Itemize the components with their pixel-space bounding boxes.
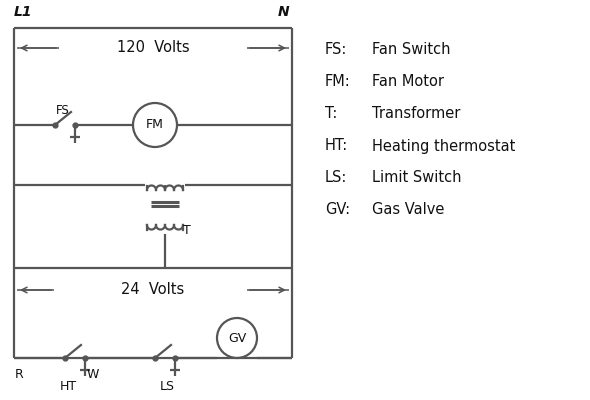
Text: N: N bbox=[277, 5, 289, 19]
Text: Limit Switch: Limit Switch bbox=[372, 170, 461, 186]
Text: Heating thermostat: Heating thermostat bbox=[372, 138, 516, 154]
Text: LS:: LS: bbox=[325, 170, 348, 186]
Text: HT:: HT: bbox=[325, 138, 348, 154]
Text: W: W bbox=[87, 368, 99, 380]
Text: LS: LS bbox=[159, 380, 175, 392]
Text: FS:: FS: bbox=[325, 42, 348, 58]
Text: FM:: FM: bbox=[325, 74, 350, 90]
Text: FS: FS bbox=[56, 104, 70, 118]
Text: T:: T: bbox=[325, 106, 337, 122]
Text: Gas Valve: Gas Valve bbox=[372, 202, 444, 218]
Text: Fan Switch: Fan Switch bbox=[372, 42, 451, 58]
Text: GV:: GV: bbox=[325, 202, 350, 218]
Text: R: R bbox=[15, 368, 24, 380]
Text: FM: FM bbox=[146, 118, 164, 132]
Text: HT: HT bbox=[60, 380, 77, 392]
Text: T: T bbox=[183, 224, 191, 236]
Text: 120  Volts: 120 Volts bbox=[117, 40, 189, 56]
Text: 24  Volts: 24 Volts bbox=[122, 282, 185, 298]
Text: Transformer: Transformer bbox=[372, 106, 460, 122]
Text: GV: GV bbox=[228, 332, 246, 344]
Text: Fan Motor: Fan Motor bbox=[372, 74, 444, 90]
Text: L1: L1 bbox=[14, 5, 32, 19]
